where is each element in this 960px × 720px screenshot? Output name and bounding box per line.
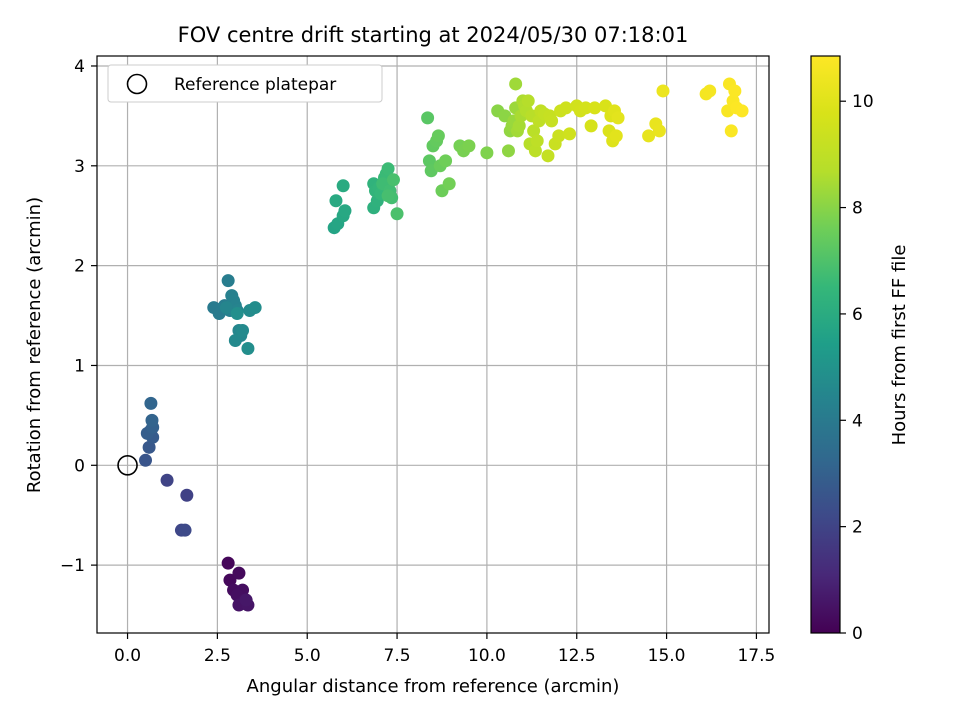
x-tick-label: 12.5 <box>558 646 596 666</box>
scatter-point <box>735 104 749 118</box>
scatter-point <box>421 111 435 125</box>
scatter-point <box>338 204 352 218</box>
colorbar-label: Hours from first FF file <box>889 245 910 446</box>
scatter-point <box>521 94 535 108</box>
colorbar-tick-label: 8 <box>852 199 863 219</box>
scatter-point <box>381 189 395 203</box>
x-tick-label: 10.0 <box>468 646 506 666</box>
y-tick-label: 3 <box>74 157 85 177</box>
colorbar-tick-label: 4 <box>852 411 863 431</box>
x-tick-label: 2.5 <box>204 646 231 666</box>
y-axis-label: Rotation from reference (arcmin) <box>24 197 45 493</box>
scatter-point <box>527 124 541 138</box>
scatter-point <box>221 274 235 288</box>
colorbar-ticks: 0 2 4 6 8 10 <box>840 92 874 644</box>
scatter-point <box>142 440 156 454</box>
x-tick-label: 7.5 <box>384 646 411 666</box>
scatter-point <box>724 124 738 138</box>
scatter-point <box>336 179 350 193</box>
scatter-point <box>528 144 542 158</box>
scatter-point <box>509 77 523 91</box>
scatter-point <box>656 84 670 98</box>
scatter-point <box>248 301 262 315</box>
scatter-point <box>228 334 242 348</box>
colorbar-tick-label: 0 <box>852 624 863 644</box>
scatter-point <box>703 84 717 98</box>
scatter-point <box>219 301 233 315</box>
scatter-point <box>559 101 573 115</box>
scatter-point <box>236 324 250 338</box>
scatter-point <box>178 523 192 537</box>
scatter-point <box>422 154 436 168</box>
scatter-point <box>584 119 598 133</box>
y-axis-ticks: −1 0 1 2 3 4 <box>60 57 97 576</box>
scatter-point <box>563 127 577 141</box>
scatter-point <box>541 149 555 163</box>
scatter-point <box>552 129 566 143</box>
x-tick-label: 15.0 <box>648 646 686 666</box>
scatter-point <box>232 566 246 580</box>
legend-box <box>107 64 383 103</box>
scatter-point <box>180 488 194 502</box>
scatter-point <box>462 139 476 153</box>
colorbar: 0 2 4 6 8 10 Hours from first FF file <box>810 55 910 644</box>
scatter-point <box>611 111 625 125</box>
x-tick-label: 0.0 <box>114 646 141 666</box>
scatter-point <box>144 396 158 410</box>
data-points <box>139 77 749 612</box>
x-tick-label: 5.0 <box>294 646 321 666</box>
plot-frame <box>96 55 770 634</box>
colorbar-gradient <box>810 55 841 634</box>
scatter-point <box>439 154 453 168</box>
scatter-point <box>230 307 244 321</box>
scatter-point <box>221 556 235 570</box>
y-tick-label: 1 <box>74 356 85 376</box>
y-tick-label: 0 <box>74 456 85 476</box>
x-axis-label: Angular distance from reference (arcmin) <box>247 676 620 697</box>
scatter-point <box>588 101 602 115</box>
colorbar-tick-label: 2 <box>852 518 863 538</box>
scatter-point <box>431 129 445 143</box>
scatter-point <box>390 207 404 221</box>
scatter-point <box>642 129 656 143</box>
scatter-point <box>728 84 742 98</box>
scatter-point <box>652 124 666 138</box>
scatter-point <box>579 101 593 115</box>
colorbar-tick-label: 10 <box>852 92 874 112</box>
y-tick-label: 2 <box>74 257 85 277</box>
scatter-point <box>381 162 395 176</box>
scatter-point <box>160 473 174 487</box>
y-tick-label: −1 <box>60 556 85 576</box>
legend-marker-open-circle <box>126 73 148 95</box>
scatter-point <box>512 119 526 133</box>
scatter-point <box>223 573 237 587</box>
scatter-point <box>530 134 544 148</box>
scatter-point <box>442 177 456 191</box>
scatter-point <box>386 173 400 187</box>
scatter-point <box>241 341 255 355</box>
plot-area: 0.0 2.5 5.0 7.5 10.0 12.5 15.0 17.5 −1 0 1 2 3 4 <box>60 55 775 666</box>
x-axis-ticks: 0.0 2.5 5.0 7.5 10.0 12.5 15.0 17.5 <box>114 633 775 666</box>
scatter-point <box>239 593 253 607</box>
scatter-point <box>609 129 623 143</box>
scatter-point <box>139 453 153 467</box>
legend-label-reference-platepar: Reference platepar <box>174 75 336 95</box>
scatter-point <box>480 146 494 160</box>
scatter-point <box>501 144 515 158</box>
colorbar-tick-label: 6 <box>852 305 863 325</box>
y-tick-label: 4 <box>74 57 85 77</box>
legend: Reference platepar <box>107 64 383 103</box>
scatter-point <box>145 413 159 427</box>
chart-title: FOV centre drift starting at 2024/05/30 … <box>178 23 689 47</box>
x-tick-label: 17.5 <box>737 646 775 666</box>
reference-marker <box>117 454 138 476</box>
scatter-point <box>545 114 559 128</box>
scatter-point <box>329 194 343 208</box>
